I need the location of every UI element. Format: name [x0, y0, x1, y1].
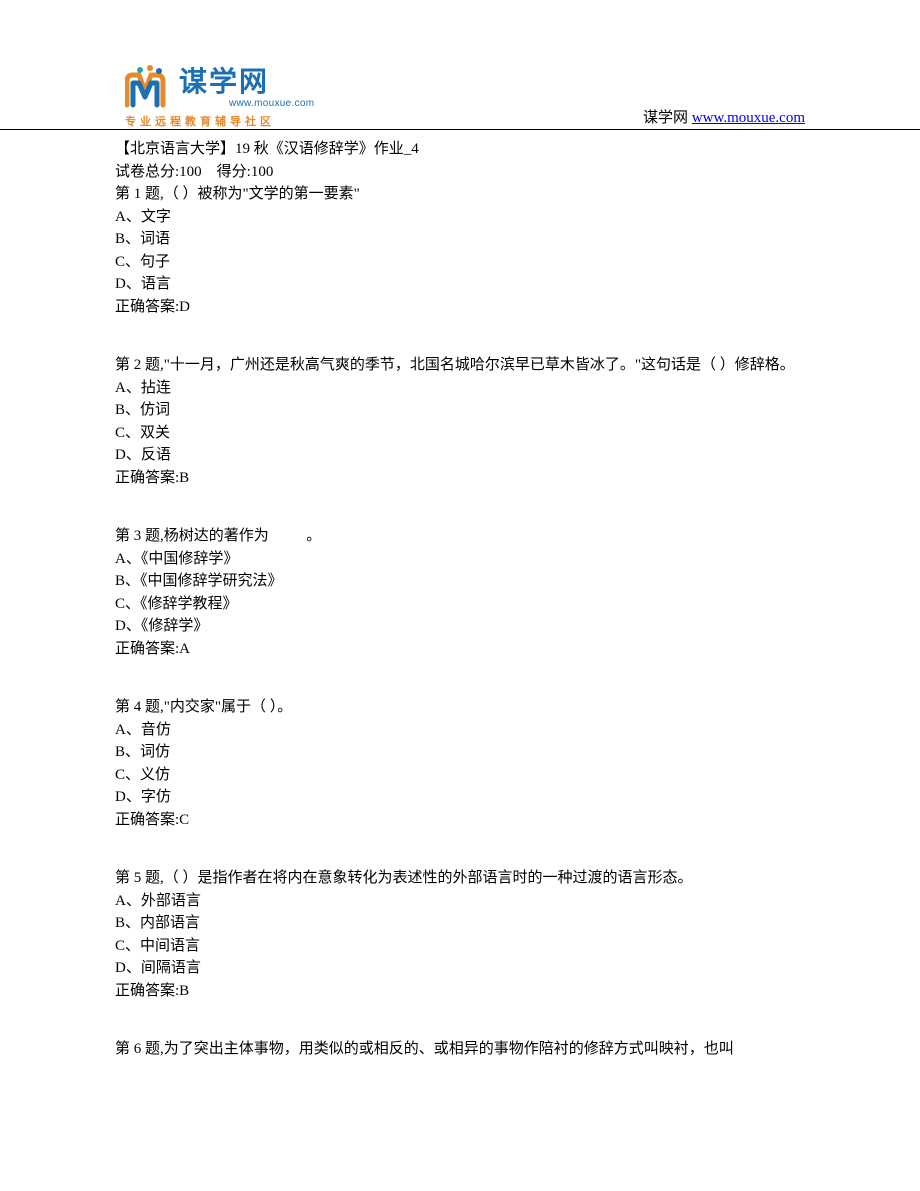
question-answer: 正确答案:D: [115, 296, 805, 319]
logo-tagline: 专业远程教育辅导社区: [125, 113, 314, 129]
logo-image: 谋学网 www.mouxue.com: [125, 65, 314, 109]
question-option: B、仿词: [115, 399, 805, 422]
question-option: C、义仿: [115, 764, 805, 787]
question-option: B、《中国修辞学研究法》: [115, 570, 805, 593]
logo-text-wrap: 谋学网 www.mouxue.com: [175, 68, 314, 109]
question-option: D、间隔语言: [115, 957, 805, 980]
content: 【北京语言大学】19 秋《汉语修辞学》作业_4 试卷总分:100 得分:100 …: [0, 130, 920, 1061]
question-answer: 正确答案:A: [115, 638, 805, 661]
logo-text-cn: 谋学网: [179, 68, 314, 100]
question-block: 第 5 题,（ ）是指作者在将内在意象转化为表述性的外部语言时的一种过渡的语言形…: [115, 867, 805, 1002]
header-right: 谋学网 www.mouxue.com: [643, 106, 805, 127]
question-block: 第 1 题,（ ）被称为"文学的第一要素" A、文字 B、词语 C、句子 D、语…: [115, 183, 805, 318]
question-answer: 正确答案:B: [115, 467, 805, 490]
question-option: D、反语: [115, 444, 805, 467]
question-block: 第 2 题,"十一月，广州还是秋高气爽的季节，北国名城哈尔滨早已草木皆冰了。"这…: [115, 354, 805, 489]
question-stem: 第 2 题,"十一月，广州还是秋高气爽的季节，北国名城哈尔滨早已草木皆冰了。"这…: [115, 354, 805, 377]
header-right-label: 谋学网: [643, 110, 692, 126]
page-header: 谋学网 www.mouxue.com 专业远程教育辅导社区 谋学网 www.mo…: [0, 0, 920, 130]
question-option: D、语言: [115, 273, 805, 296]
question-block: 第 6 题,为了突出主体事物，用类似的或相反的、或相异的事物作陪衬的修辞方式叫映…: [115, 1038, 805, 1061]
question-option: A、音仿: [115, 719, 805, 742]
question-option: C、句子: [115, 251, 805, 274]
score-line: 试卷总分:100 得分:100: [115, 161, 805, 184]
question-stem: 第 4 题,"内交家"属于（ ）。: [115, 696, 805, 719]
question-option: A、外部语言: [115, 890, 805, 913]
question-stem: 第 1 题,（ ）被称为"文学的第一要素": [115, 183, 805, 206]
question-option: A、文字: [115, 206, 805, 229]
question-option: A、拈连: [115, 377, 805, 400]
question-option: D、《修辞学》: [115, 615, 805, 638]
question-stem: 第 3 题,杨树达的著作为 。: [115, 525, 805, 548]
question-stem: 第 6 题,为了突出主体事物，用类似的或相反的、或相异的事物作陪衬的修辞方式叫映…: [115, 1038, 805, 1061]
logo-m-icon: [125, 65, 175, 109]
question-option: D、字仿: [115, 786, 805, 809]
question-block: 第 4 题,"内交家"属于（ ）。 A、音仿 B、词仿 C、义仿 D、字仿 正确…: [115, 696, 805, 831]
question-answer: 正确答案:B: [115, 980, 805, 1003]
question-stem: 第 5 题,（ ）是指作者在将内在意象转化为表述性的外部语言时的一种过渡的语言形…: [115, 867, 805, 890]
question-block: 第 3 题,杨树达的著作为 。 A、《中国修辞学》 B、《中国修辞学研究法》 C…: [115, 525, 805, 660]
question-option: C、中间语言: [115, 935, 805, 958]
exam-title: 【北京语言大学】19 秋《汉语修辞学》作业_4: [115, 138, 805, 161]
header-link[interactable]: www.mouxue.com: [692, 110, 805, 126]
question-option: C、双关: [115, 422, 805, 445]
question-option: A、《中国修辞学》: [115, 548, 805, 571]
question-option: B、词仿: [115, 741, 805, 764]
question-option: C、《修辞学教程》: [115, 593, 805, 616]
logo-url-small: www.mouxue.com: [229, 98, 314, 109]
logo-block: 谋学网 www.mouxue.com 专业远程教育辅导社区: [125, 65, 314, 129]
question-option: B、内部语言: [115, 912, 805, 935]
question-option: B、词语: [115, 228, 805, 251]
question-answer: 正确答案:C: [115, 809, 805, 832]
